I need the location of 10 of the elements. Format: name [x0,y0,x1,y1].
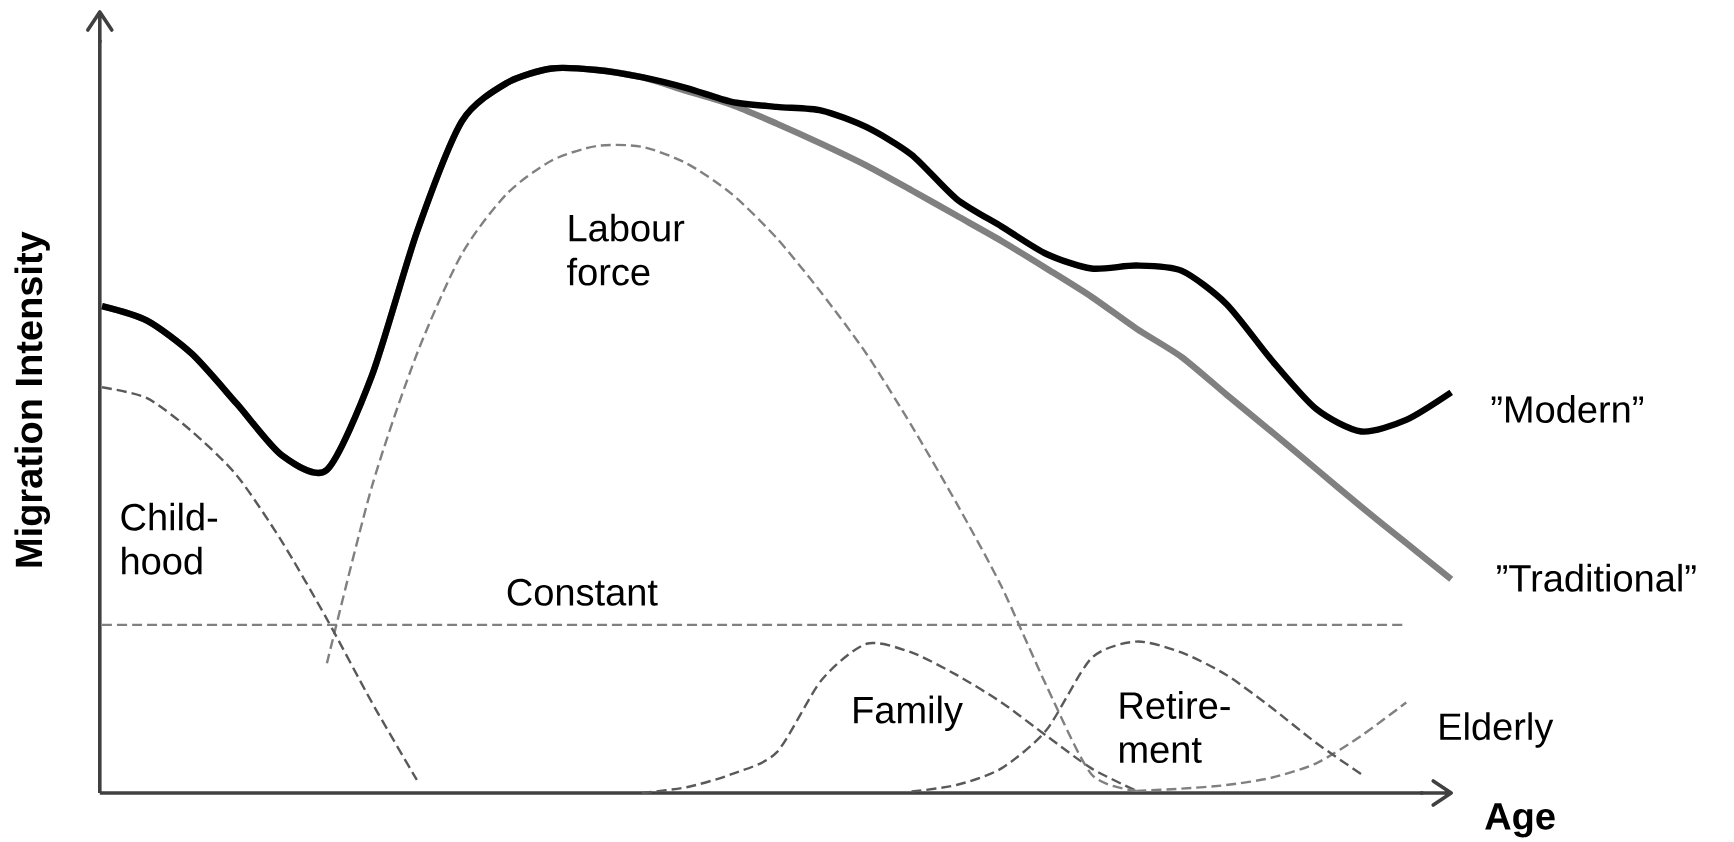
series-label: Elderly [1440,712,1554,748]
series-label: ”Traditional” [1497,563,1696,592]
series-label: Constant [507,578,658,606]
y-axis-title: Migration Intensity [14,231,51,567]
series-label: Retire-ment [1119,691,1230,764]
series-label: Labour force [567,213,685,286]
series-label: ”Modern” [1491,395,1644,423]
series-label: Family [854,695,963,731]
x-axis-title: Age [1485,803,1555,838]
series-label: Child-hood [121,502,218,575]
